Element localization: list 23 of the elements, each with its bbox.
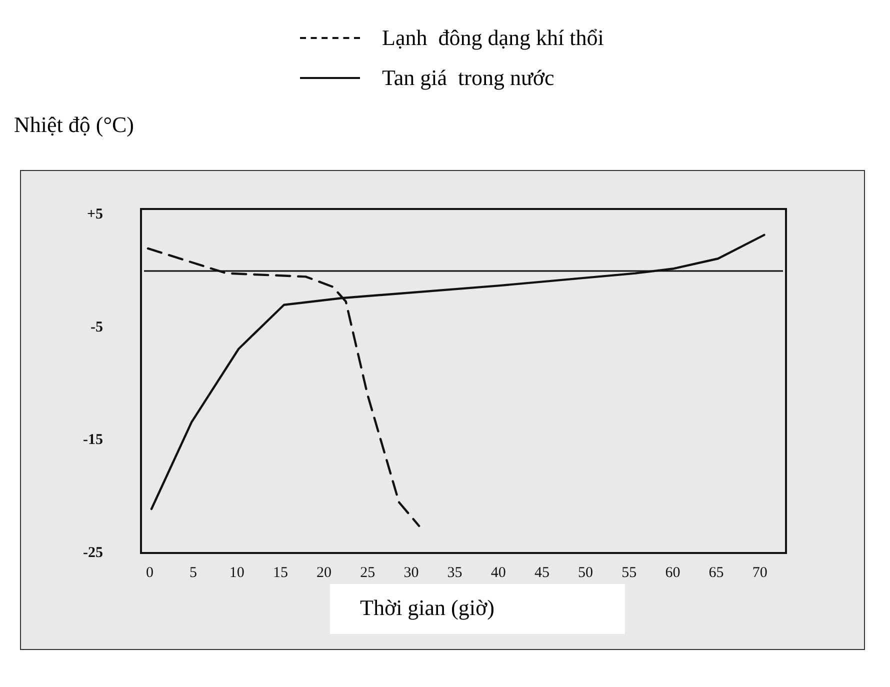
y-tick-label: -25 (83, 544, 103, 561)
x-tick-label: 15 (272, 564, 288, 581)
x-tick-label: 70 (752, 564, 768, 581)
y-tick-label: -5 (90, 319, 103, 336)
y-tick-label: +5 (86, 206, 103, 223)
x-tick-label: 60 (665, 564, 680, 581)
x-tick-label: 0 (146, 564, 154, 581)
x-tick-label: 45 (534, 564, 550, 581)
x-tick-label: 40 (490, 564, 506, 581)
x-tick-label: 20 (316, 564, 332, 581)
x-tick-label: 10 (229, 564, 244, 581)
legend-label: Lạnh đông dạng khí thổi (382, 25, 604, 51)
x-tick-label: 55 (622, 564, 637, 581)
y-axis-title: Nhiệt độ (°C) (14, 112, 134, 138)
legend-label: Tan giá trong nước (382, 65, 554, 91)
x-tick-label: 65 (708, 564, 724, 581)
x-tick-label: 25 (360, 564, 376, 581)
x-tick-label: 5 (190, 564, 198, 581)
x-tick-label: 35 (447, 564, 462, 581)
x-axis-title: Thời gian (giờ) (330, 584, 625, 634)
x-tick-label: 30 (404, 564, 419, 581)
y-tick-label: -15 (83, 432, 103, 448)
x-tick-label: 50 (578, 564, 594, 581)
